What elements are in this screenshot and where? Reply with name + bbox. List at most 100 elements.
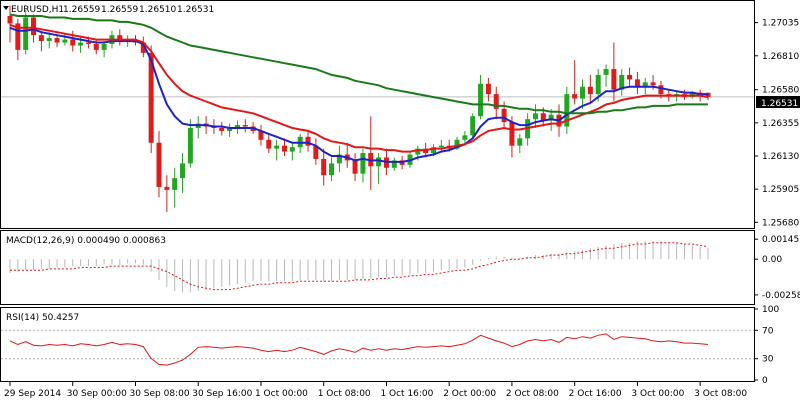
rsi-layer bbox=[1, 329, 754, 366]
price-tick-label: 1.26580 bbox=[762, 86, 799, 96]
rsi-panel-frame bbox=[0, 307, 755, 382]
candle-body-bull bbox=[595, 74, 601, 95]
candle-body-bear bbox=[650, 82, 656, 86]
price-panel-frame bbox=[0, 0, 755, 229]
rsi-line bbox=[9, 333, 709, 366]
price-tick-label: 1.27035 bbox=[762, 19, 799, 29]
candle-body-bull bbox=[227, 128, 233, 131]
header-high: 1.26559 bbox=[101, 5, 138, 15]
candle-body-bear bbox=[281, 145, 287, 152]
candle-body-bear bbox=[611, 69, 617, 90]
time-tick-label: 1 Oct 16:00 bbox=[380, 389, 433, 399]
time-tick-label: 3 Oct 00:00 bbox=[631, 389, 684, 399]
candle-body-bear bbox=[485, 83, 491, 95]
candle-body-bear bbox=[627, 74, 633, 80]
price-tick-label: 1.26130 bbox=[762, 152, 799, 162]
candle-body-bear bbox=[219, 128, 225, 131]
candle-body-bull bbox=[478, 83, 484, 117]
candle-body-bear bbox=[54, 38, 60, 43]
current-price-label: 1.26531 bbox=[761, 99, 798, 109]
candle-body-bull bbox=[603, 69, 609, 75]
header-open: 1.26559 bbox=[63, 5, 100, 15]
candle-body-bear bbox=[321, 158, 327, 176]
candle-body-bear bbox=[509, 122, 515, 146]
candle-body-bull bbox=[336, 154, 342, 164]
candle-body-bull bbox=[101, 44, 107, 50]
current-price-marker bbox=[756, 96, 800, 108]
candle-body-bear bbox=[148, 52, 154, 143]
time-tick-label: 30 Sep 08:00 bbox=[129, 389, 189, 399]
candle-body-bull bbox=[187, 128, 193, 164]
price-layer bbox=[1, 5, 754, 212]
candle-body-bull bbox=[454, 139, 460, 149]
candle-body-bull bbox=[438, 145, 444, 148]
macd-label: MACD(12,26,9) 0.000490 0.000863 bbox=[6, 236, 166, 246]
candle-body-bull bbox=[289, 147, 295, 152]
candle-body-bull bbox=[548, 114, 554, 121]
candle-body-bear bbox=[156, 142, 162, 187]
candle-body-bear bbox=[117, 35, 123, 42]
axis-layer: 1.27035 1.26810 1.26580 1.26355 1.26130 1.259… bbox=[4, 19, 800, 399]
candle-body-bear bbox=[634, 79, 640, 87]
candle-body-bull bbox=[580, 86, 586, 99]
moving-average-line-1 bbox=[9, 26, 708, 163]
time-tick-label: 2 Oct 00:00 bbox=[443, 389, 496, 399]
candle-body-bear bbox=[93, 44, 99, 50]
header-low: 1.26510 bbox=[139, 5, 176, 15]
rsi-tick-label: 30 bbox=[762, 355, 774, 365]
candle-body-bear bbox=[587, 86, 593, 95]
time-tick-label: 29 Sep 2014 bbox=[4, 389, 61, 399]
time-tick-label: 30 Sep 00:00 bbox=[67, 389, 127, 399]
candle-body-bear bbox=[140, 42, 146, 53]
candle-body-bear bbox=[258, 130, 264, 140]
symbol-timeframe: EURUSD,H1 bbox=[11, 5, 64, 15]
candle-body-bear bbox=[313, 145, 319, 159]
candle-body-bear bbox=[85, 42, 91, 44]
collapse-triangle-icon[interactable] bbox=[3, 6, 9, 10]
candle-body-bull bbox=[329, 163, 335, 176]
candle-body-bear bbox=[70, 39, 76, 46]
candle-body-bear bbox=[493, 94, 499, 109]
time-tick-label: 30 Sep 16:00 bbox=[192, 389, 252, 399]
candle-body-bear bbox=[38, 35, 44, 42]
candle-body-bull bbox=[619, 74, 625, 90]
header-close: 1.26531 bbox=[177, 5, 214, 15]
time-tick-label: 2 Oct 16:00 bbox=[569, 389, 622, 399]
rsi-tick-label: 100 bbox=[762, 305, 779, 315]
candle-body-bear bbox=[7, 16, 13, 24]
rsi-label: RSI(14) 50.4257 bbox=[6, 313, 79, 323]
candle-body-bull bbox=[415, 148, 421, 155]
candle-body-bull bbox=[46, 38, 52, 42]
candle-body-bear bbox=[501, 108, 507, 123]
candle-body-bull bbox=[62, 39, 68, 43]
rsi-tick-label: 0 bbox=[762, 376, 768, 386]
candle-body-bull bbox=[431, 147, 437, 154]
time-tick-label: 2 Oct 08:00 bbox=[506, 389, 559, 399]
candle-body-bear bbox=[242, 125, 248, 127]
candle-body-bull bbox=[180, 163, 186, 179]
candle-body-bull bbox=[360, 153, 366, 174]
time-tick-label: 3 Oct 08:00 bbox=[694, 389, 747, 399]
candle-body-bear bbox=[266, 139, 272, 149]
candle-body-bull bbox=[564, 94, 570, 127]
macd-layer bbox=[9, 241, 709, 293]
candle-body-bull bbox=[172, 178, 178, 190]
candle-body-bull bbox=[234, 125, 240, 128]
time-tick-label: 1 Oct 00:00 bbox=[255, 389, 308, 399]
moving-average-line-3 bbox=[9, 13, 708, 115]
candle-body-bear bbox=[540, 113, 546, 121]
macd-tick-label: 0.001451 bbox=[762, 235, 800, 245]
price-tick-label: 1.26355 bbox=[762, 119, 799, 129]
rsi-tick-label: 70 bbox=[762, 326, 774, 336]
candle-body-bull bbox=[462, 135, 468, 140]
candle-body-bear bbox=[31, 17, 37, 36]
macd-signal-line bbox=[10, 242, 709, 291]
candle-body-bull bbox=[78, 42, 84, 46]
time-tick-label: 1 Oct 08:00 bbox=[318, 389, 371, 399]
candle-body-bear bbox=[15, 23, 21, 50]
candle-body-bull bbox=[470, 116, 476, 136]
candle-body-bull bbox=[532, 113, 538, 120]
macd-panel-frame bbox=[0, 230, 755, 305]
